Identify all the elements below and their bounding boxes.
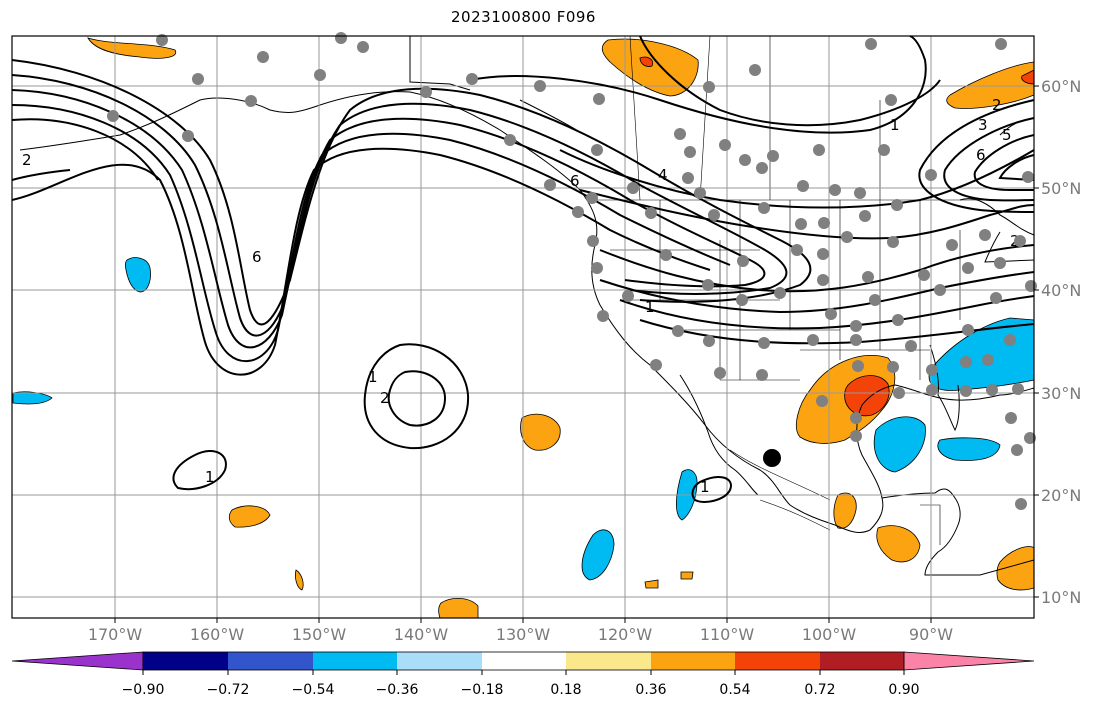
contour-label: 1 xyxy=(368,368,378,386)
lon-label: 140°W xyxy=(394,625,449,644)
contour-label: 3 xyxy=(978,116,988,134)
contour-label: 2 xyxy=(380,389,390,407)
contour-label: 1 xyxy=(890,116,900,134)
colorbar-extend-low xyxy=(11,651,144,671)
lon-label: 110°W xyxy=(700,625,755,644)
contour-label: 1 xyxy=(205,468,215,486)
map-title: 2023100800 F096 xyxy=(451,8,596,26)
coastline-layer xyxy=(19,36,1035,576)
colorbar-segment xyxy=(482,652,566,670)
colorbar-tick: 0.72 xyxy=(804,682,835,698)
contour-label: 2 xyxy=(992,96,1002,114)
colorbar-segment xyxy=(397,652,482,670)
lon-label: 90°W xyxy=(909,625,953,644)
latitude-labels: 60°N 50°N 40°N 30°N 20°N 10°N xyxy=(1041,77,1081,607)
contour-label: 6 xyxy=(252,248,262,266)
contour-label: 1 xyxy=(645,298,655,316)
colorbar-segment xyxy=(313,652,397,670)
tick-marks xyxy=(114,85,1039,623)
colorbar-tick: 0.18 xyxy=(550,682,581,698)
colorbar-segment xyxy=(566,652,651,670)
colorbar-tick: −0.18 xyxy=(461,682,504,698)
contour-label: 5 xyxy=(1002,126,1012,144)
lon-label: 100°W xyxy=(802,625,857,644)
contour-label: 1 xyxy=(700,478,710,496)
colorbar-tick: −0.72 xyxy=(207,682,250,698)
highlight-point-marker xyxy=(763,449,781,467)
colorbar-segment xyxy=(228,652,313,670)
colorbar-tick: −0.90 xyxy=(122,682,165,698)
contour-label: 4 xyxy=(658,166,668,184)
lon-label: 130°W xyxy=(496,625,551,644)
colorbar-segment xyxy=(651,652,735,670)
longitude-labels: 170°W 160°W 150°W 140°W 130°W 120°W 110°… xyxy=(88,625,953,644)
lat-label: 30°N xyxy=(1041,384,1081,403)
colorbar-extend-high xyxy=(903,651,1035,671)
contour-label: 6 xyxy=(570,172,580,190)
colorbar-tick: 0.54 xyxy=(719,682,750,698)
lat-label: 20°N xyxy=(1041,486,1081,505)
colorbar-tick: 0.36 xyxy=(635,682,666,698)
colorbar-segment xyxy=(143,652,228,670)
colorbar-tick: 0.90 xyxy=(888,682,919,698)
colorbar-tick: −0.36 xyxy=(376,682,419,698)
lat-label: 40°N xyxy=(1041,281,1081,300)
station-markers xyxy=(107,32,1037,510)
colorbar-segment xyxy=(735,652,820,670)
border-layer xyxy=(590,35,1000,545)
contour-label: 6 xyxy=(976,146,986,164)
colorbar: −0.90 −0.72 −0.54 −0.36 −0.18 0.18 0.36 … xyxy=(11,651,1035,698)
lat-label: 50°N xyxy=(1041,179,1081,198)
lon-label: 160°W xyxy=(190,625,245,644)
lat-label: 60°N xyxy=(1041,77,1081,96)
lon-label: 170°W xyxy=(88,625,143,644)
lon-label: 150°W xyxy=(292,625,347,644)
lat-label: 10°N xyxy=(1041,588,1081,607)
lon-label: 120°W xyxy=(598,625,653,644)
colorbar-segment xyxy=(820,652,904,670)
colorbar-tick: −0.54 xyxy=(292,682,335,698)
contour-label: 2 xyxy=(22,151,32,169)
shading-layer xyxy=(12,37,1035,619)
